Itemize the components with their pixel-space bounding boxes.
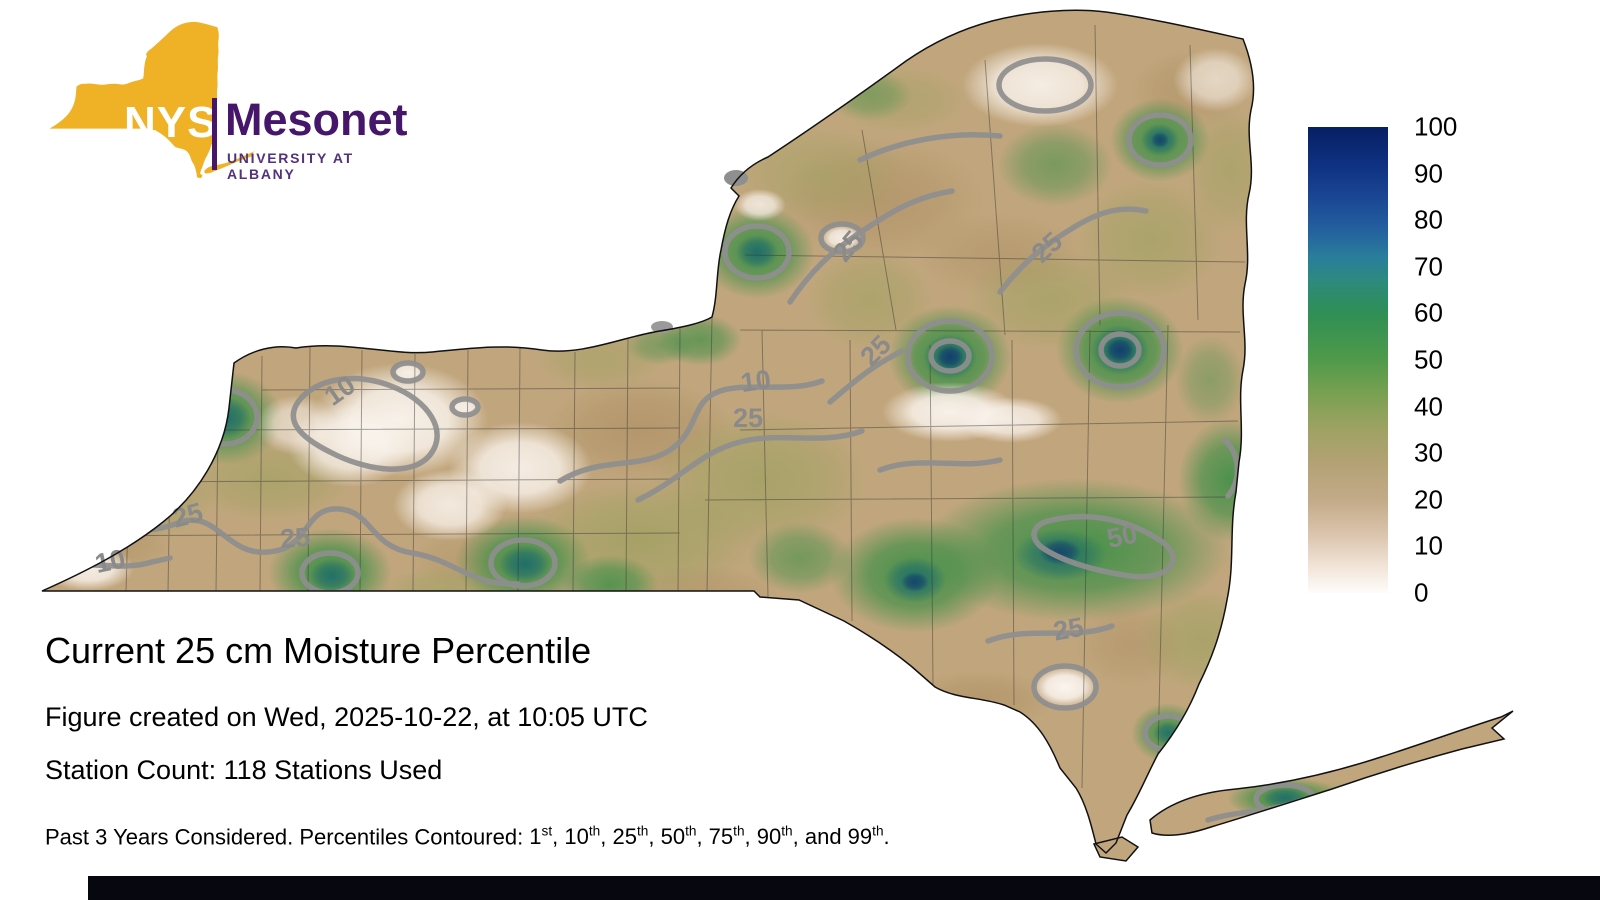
percentile-suffix: th bbox=[733, 824, 745, 839]
percentile-suffix: th bbox=[685, 824, 697, 839]
footnote: Past 3 Years Considered. Percentiles Con… bbox=[45, 824, 890, 850]
logo-mesonet-text: Mesonet bbox=[225, 94, 408, 145]
logo-university-text: UNIVERSITY AT ALBANY bbox=[227, 150, 354, 182]
colorbar-tick-label: 10 bbox=[1414, 530, 1443, 561]
colorbar-tick-labels: 100 90 80 70 60 50 40 30 20 10 0 bbox=[1414, 112, 1504, 608]
percentile-separator: , bbox=[696, 824, 709, 850]
contour-lines bbox=[42, 56, 1317, 823]
colorbar-tick-label: 50 bbox=[1414, 344, 1443, 375]
colorbar-tick-label: 70 bbox=[1414, 251, 1443, 282]
colorbar-tick-label: 80 bbox=[1414, 204, 1443, 235]
percentile-separator: , bbox=[552, 824, 565, 850]
percentile-value: 1 bbox=[529, 824, 542, 850]
percentile-separator: . bbox=[883, 824, 890, 850]
percentile-value: 25 bbox=[612, 824, 637, 850]
colorbar-tick-label: 60 bbox=[1414, 297, 1443, 328]
percentile-suffix: st bbox=[541, 824, 553, 839]
colorbar-tick-label: 0 bbox=[1414, 577, 1429, 608]
bottom-bar bbox=[88, 876, 1600, 900]
percentile-suffix: th bbox=[588, 824, 601, 839]
contour-labels: 10 25 10 25 25 25 10 25 25 50 25 bbox=[92, 225, 1140, 646]
nys-mesonet-logo: NYS Mesonet UNIVERSITY AT ALBANY bbox=[40, 8, 420, 203]
percentile-separator: , bbox=[648, 824, 661, 850]
logo-divider bbox=[212, 98, 217, 170]
footnote-lead: Past 3 Years Considered. Percentiles Con… bbox=[45, 824, 530, 850]
percentile-separator: , bbox=[744, 824, 757, 850]
percentile-suffix: th bbox=[781, 824, 793, 839]
footnote-percentiles: 1st, 10th, 25th, 50th, 75th, 90th, and 9… bbox=[529, 824, 889, 849]
colorbar: 100 90 80 70 60 50 40 30 20 10 0 bbox=[1308, 112, 1457, 608]
percentile-value: 10 bbox=[564, 824, 589, 850]
colorbar-tick-label: 90 bbox=[1414, 158, 1443, 189]
percentile-separator: , bbox=[600, 824, 613, 850]
percentile-value: 99 bbox=[847, 824, 873, 850]
contour-label: 50 bbox=[1104, 518, 1140, 554]
contour-label: 25 bbox=[1051, 612, 1086, 647]
figure-created-line: Figure created on Wed, 2025-10-22, at 10… bbox=[45, 702, 648, 732]
colorbar-tick-label: 20 bbox=[1414, 484, 1443, 515]
colorbar-tick-label: 40 bbox=[1414, 391, 1443, 422]
colorbar-gradient bbox=[1308, 127, 1388, 593]
contour-label: 25 bbox=[279, 522, 312, 555]
percentile-suffix: th bbox=[636, 824, 649, 839]
logo-nys-text: NYS bbox=[124, 98, 218, 147]
percentile-suffix: th bbox=[872, 824, 884, 839]
figure-title: Current 25 cm Moisture Percentile bbox=[45, 630, 592, 671]
percentile-value: 50 bbox=[660, 824, 686, 850]
percentile-value: 90 bbox=[756, 824, 782, 850]
contour-label: 10 bbox=[92, 543, 128, 579]
percentile-separator: , and bbox=[792, 824, 848, 850]
percentile-value: 75 bbox=[708, 824, 734, 850]
contour-label: 25 bbox=[733, 403, 763, 433]
colorbar-tick-label: 100 bbox=[1414, 111, 1458, 142]
station-count-line: Station Count: 118 Stations Used bbox=[45, 755, 443, 785]
colorbar-tick-label: 30 bbox=[1414, 437, 1443, 468]
contour-label: 10 bbox=[739, 364, 773, 398]
